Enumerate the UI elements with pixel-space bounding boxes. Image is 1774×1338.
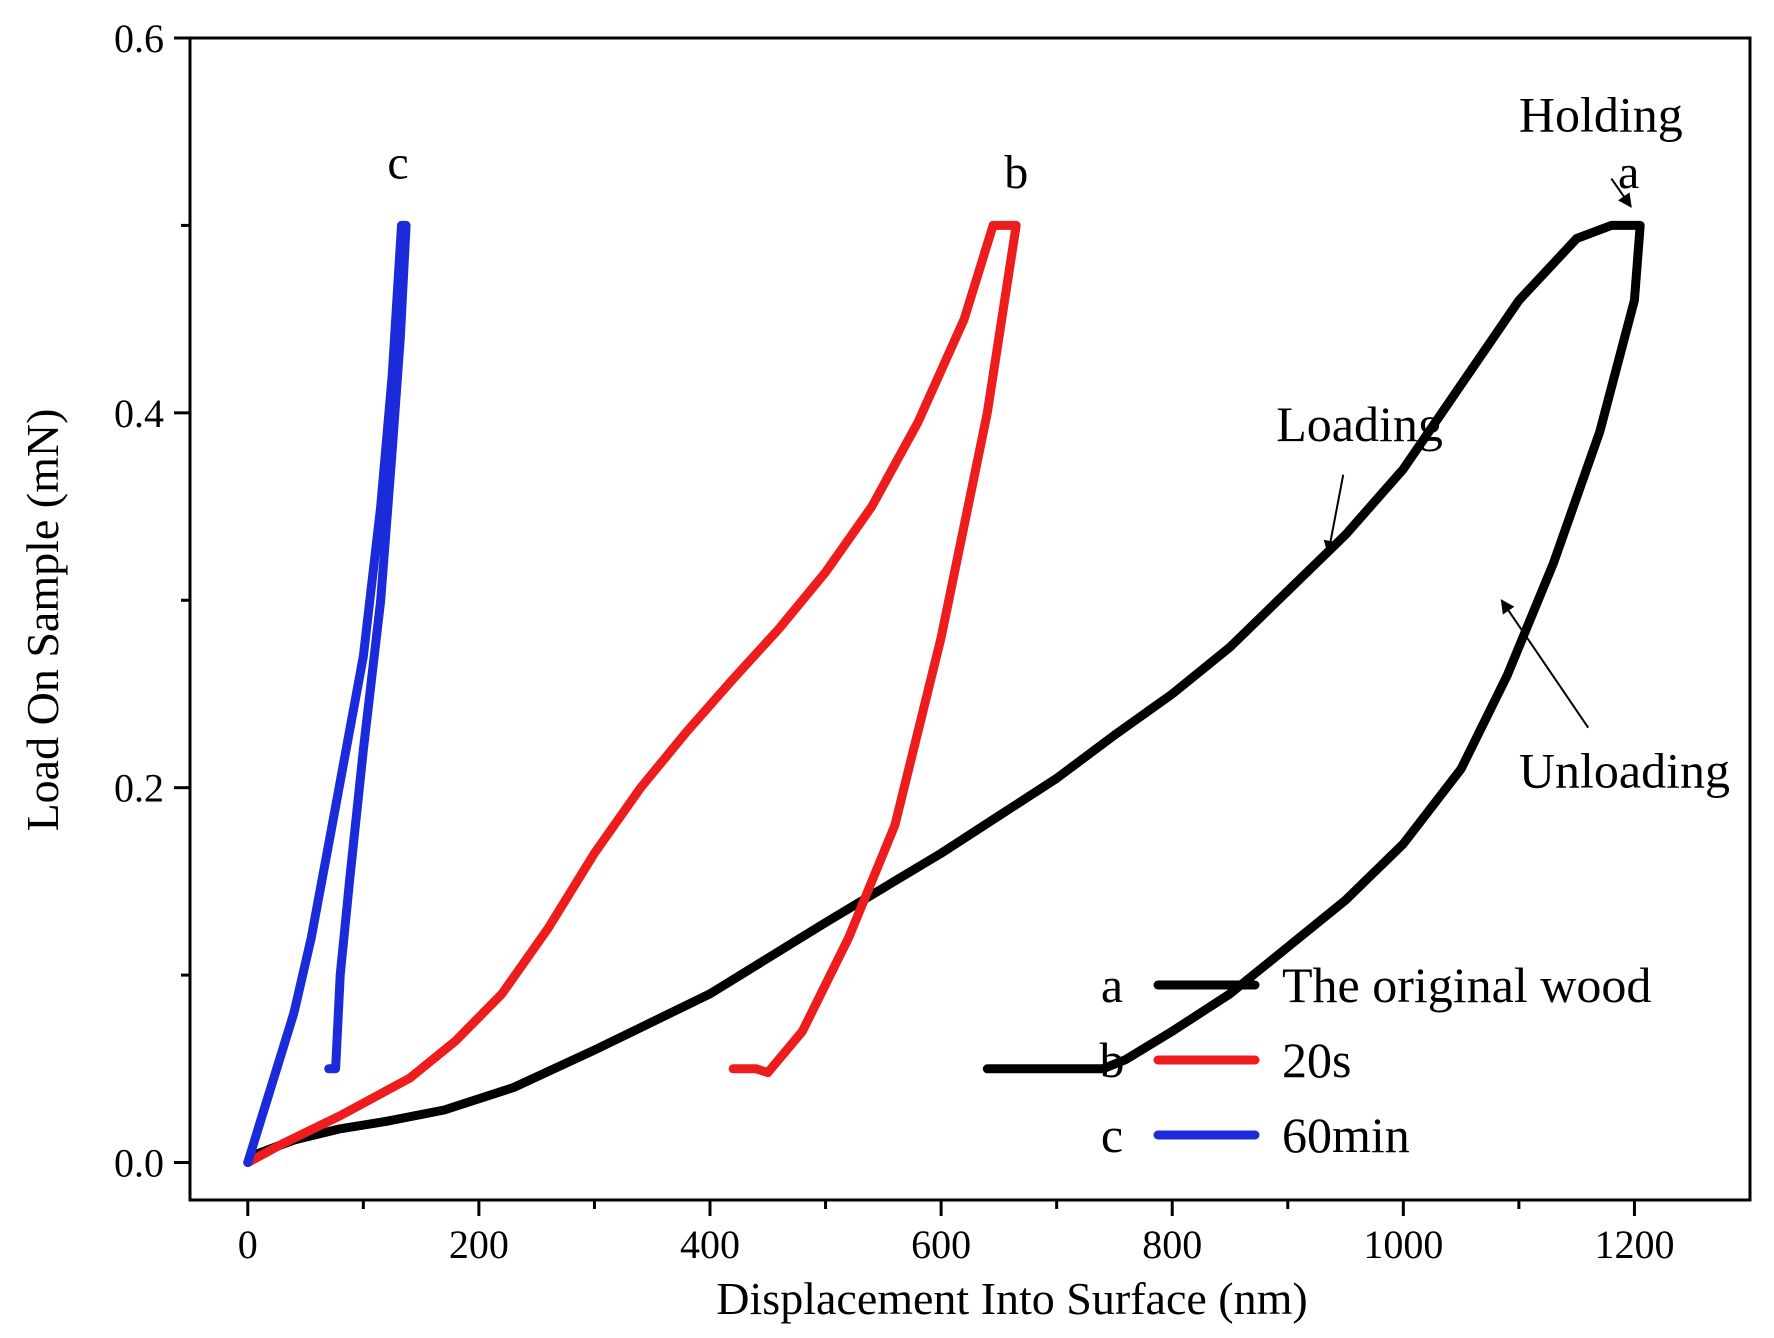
legend-letter-c: c xyxy=(1101,1107,1123,1163)
series-layer xyxy=(243,220,1645,1167)
annotation-holding: Holding xyxy=(1519,87,1683,143)
y-tick-label: 0.2 xyxy=(114,766,164,811)
curve-label-b: b xyxy=(1004,146,1028,199)
annotation-loading: Loading xyxy=(1276,396,1443,452)
legend-label-a: The original wood xyxy=(1282,957,1651,1013)
legend-label-c: 60min xyxy=(1282,1107,1410,1163)
y-tick-label: 0.4 xyxy=(114,391,164,436)
annotation-arrow-unloading xyxy=(1500,599,1590,729)
y-axis-ticks: 0.0 0.2 0.4 0.6 xyxy=(114,16,190,1186)
x-tick-label: 1000 xyxy=(1363,1222,1443,1267)
y-tick-label: 0.6 xyxy=(114,16,164,61)
x-tick-label: 600 xyxy=(911,1222,971,1267)
y-axis-title: Load On Sample (mN) xyxy=(17,409,68,832)
y-tick-label: 0.0 xyxy=(114,1141,164,1186)
x-axis-title: Displacement Into Surface (nm) xyxy=(716,1273,1307,1324)
annotation-arrow-loading xyxy=(1323,474,1345,555)
curve-label-layer: a b c xyxy=(387,137,1639,199)
x-axis-ticks: 0 200 400 600 800 1000 1200 xyxy=(238,1200,1674,1267)
plot-frame xyxy=(188,36,1752,1202)
x-tick-label: 800 xyxy=(1142,1222,1202,1267)
x-tick-label: 0 xyxy=(238,1222,258,1267)
annotation-unloading: Unloading xyxy=(1519,743,1730,799)
series-b-curve xyxy=(243,220,1021,1167)
legend-label-b: 20s xyxy=(1282,1032,1351,1088)
x-tick-label: 200 xyxy=(449,1222,509,1267)
x-tick-label: 1200 xyxy=(1594,1222,1674,1267)
annotation-arrow-holding xyxy=(1610,177,1632,208)
curve-label-c: c xyxy=(387,137,408,190)
legend-letter-b: b xyxy=(1100,1032,1125,1088)
series-a-curve xyxy=(243,220,1645,1167)
legend: a The original wood b 20s c 60min xyxy=(1100,957,1652,1163)
legend-letter-a: a xyxy=(1101,957,1123,1013)
series-c-curve xyxy=(243,220,411,1167)
x-tick-label: 400 xyxy=(680,1222,740,1267)
annotation-layer: Holding Loading Unloading xyxy=(1276,87,1730,799)
curve-label-a: a xyxy=(1618,146,1639,199)
